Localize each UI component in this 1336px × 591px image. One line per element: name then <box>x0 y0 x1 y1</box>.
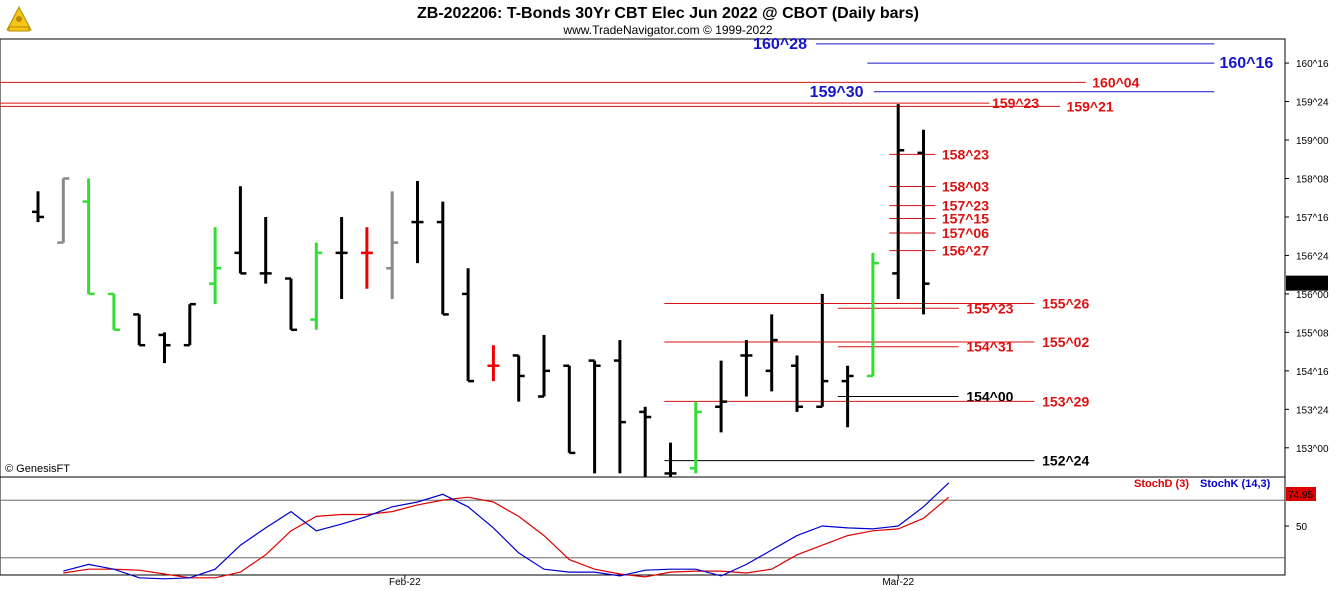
watermark: © GenesisFT <box>5 463 70 475</box>
ohlc-bar <box>715 360 728 433</box>
osc-last-box <box>1286 487 1316 501</box>
ohlc-bar <box>57 177 70 244</box>
level-label: 160^16 <box>1219 55 1273 72</box>
level-label: 154^31 <box>966 339 1013 355</box>
ohlc-bar <box>917 129 930 315</box>
ohlc-bar <box>765 314 778 392</box>
last-price-box <box>1286 275 1328 291</box>
y-tick-label: 156^00 <box>1296 290 1329 301</box>
x-axis: Feb-22 Mar-22 <box>389 575 914 588</box>
y-tick-label: 153^24 <box>1296 405 1329 416</box>
ohlc-bar <box>32 191 44 223</box>
x-tick-label: Mar-22 <box>882 577 914 588</box>
ohlc-bar <box>335 216 348 300</box>
y-tick-label: 159^24 <box>1296 98 1329 109</box>
ohlc-bar <box>538 334 550 398</box>
y-tick-label: 157^16 <box>1296 213 1329 224</box>
osc-last-label: 74.95 <box>1288 490 1313 501</box>
osc-line-stochd <box>63 496 950 579</box>
x-tick-label: Feb-22 <box>389 577 421 588</box>
ohlc-bar <box>462 268 475 383</box>
osc-line-stochk <box>63 482 950 580</box>
level-label: 160^04 <box>1092 74 1139 90</box>
ohlc-bar <box>740 340 753 397</box>
price-levels: 160^28 160^16 160^04 159^30 159^23 159^21 158^… <box>0 36 1273 469</box>
level-label: 152^24 <box>1042 453 1089 469</box>
level-label: 153^29 <box>1042 393 1089 409</box>
ohlc-bar <box>285 277 297 332</box>
level-label: 160^28 <box>753 36 807 53</box>
ohlc-bar <box>841 365 854 428</box>
y-tick-label: 153^00 <box>1296 444 1329 455</box>
logo <box>6 5 32 32</box>
ohlc-bar <box>158 332 171 364</box>
ohlc-bar <box>816 293 829 409</box>
oscillator-axis: 50 74.95 <box>1285 487 1316 533</box>
ohlc-bar <box>209 227 222 305</box>
osc-legend-stochd: StochD (3) <box>1134 478 1189 490</box>
level-label: 157^15 <box>942 211 989 227</box>
price-bars <box>32 104 930 479</box>
osc-legend-stochk: StochK (14,3) <box>1200 478 1271 490</box>
ohlc-bar <box>386 191 399 300</box>
osc-y-tick-label: 50 <box>1296 522 1308 533</box>
ohlc-bar <box>563 364 576 455</box>
ohlc-bar <box>639 406 652 479</box>
level-label: 158^03 <box>942 178 989 194</box>
ohlc-bar <box>183 302 196 347</box>
level-label: 156^27 <box>942 243 989 259</box>
price-axis: 160^16 159^24 159^00 158^08 157^16 156^24 156^… <box>1285 59 1329 455</box>
ohlc-bar <box>82 178 95 296</box>
y-tick-label: 155^08 <box>1296 328 1329 339</box>
chart-subtitle: www.TradeNavigator.com © 1999-2022 <box>562 23 772 37</box>
y-tick-label: 156^24 <box>1296 251 1329 262</box>
oscillator-panel <box>0 476 1286 576</box>
ohlc-bar <box>360 227 373 289</box>
ohlc-bar <box>259 216 272 284</box>
ohlc-bar <box>613 340 626 474</box>
ohlc-bar <box>133 313 146 347</box>
ohlc-bar <box>436 201 449 316</box>
y-tick-label: 160^16 <box>1296 59 1329 70</box>
ohlc-bar <box>791 355 803 412</box>
level-label: 159^30 <box>810 84 864 101</box>
level-label: 155^23 <box>966 300 1013 316</box>
level-label: 157^23 <box>942 198 989 214</box>
ohlc-bar <box>866 252 879 378</box>
level-label: 159^23 <box>992 95 1039 111</box>
y-tick-label: 158^08 <box>1296 174 1329 185</box>
ohlc-bar <box>512 354 525 402</box>
level-label: 159^21 <box>1067 98 1114 114</box>
ohlc-bar <box>892 104 905 300</box>
level-label: 158^23 <box>942 146 989 162</box>
ohlc-bar <box>234 186 247 275</box>
level-label: 154^00 <box>966 388 1013 404</box>
stochastic-oscillator: StochD (3) StochK (14,3) <box>0 478 1285 580</box>
ohlc-bar <box>588 359 601 474</box>
chart-title: ZB-202206: T-Bonds 30Yr CBT Elec Jun 202… <box>417 5 919 22</box>
level-label: 157^06 <box>942 225 989 241</box>
ohlc-bar <box>107 292 120 332</box>
level-label: 155^26 <box>1042 296 1089 312</box>
ohlc-bar <box>689 401 702 474</box>
y-tick-label: 159^00 <box>1296 136 1329 147</box>
ohlc-bar <box>487 345 500 382</box>
ohlc-bar <box>310 242 323 330</box>
y-tick-label: 154^16 <box>1296 367 1329 378</box>
ohlc-bar <box>411 181 424 264</box>
last-price-label: 156^06 <box>1289 279 1322 290</box>
level-label: 155^02 <box>1042 334 1089 350</box>
ohlc-bar <box>664 442 677 479</box>
